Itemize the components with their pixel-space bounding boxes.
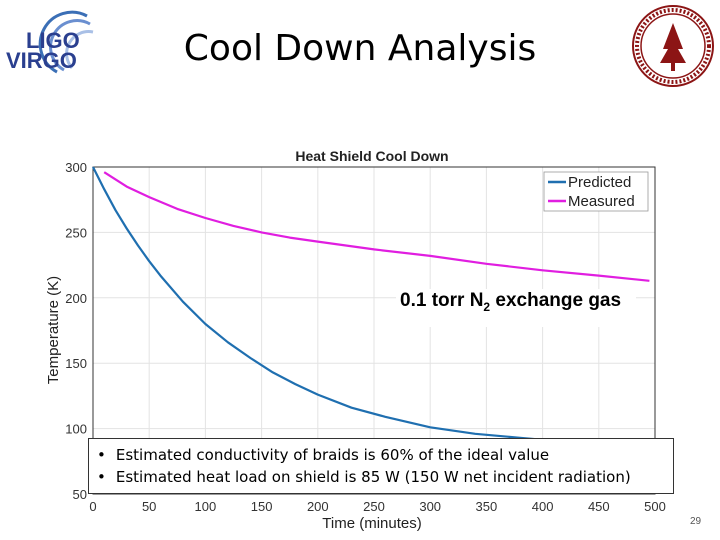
ligo-virgo-logo: LIGO VIRGO — [2, 6, 102, 76]
bullet-item: • Estimated conductivity of braids is 60%… — [97, 444, 665, 466]
bullet-dot: • — [97, 446, 106, 464]
logo-ligo-text: LIGO — [26, 28, 80, 53]
x-tick-label: 450 — [588, 499, 610, 514]
axis-ticks: 0 50 100 150 200 250 300 350 400 450 5005010015020… — [65, 160, 666, 514]
chart-title: Heat Shield Cool Down — [295, 148, 448, 164]
x-tick-label: 200 — [307, 499, 329, 514]
x-tick-label: 500 — [644, 499, 666, 514]
bullet-text: Estimated heat load on shield is 85 W (1… — [115, 468, 631, 486]
y-axis-label: Temperature (K) — [45, 276, 62, 384]
chart-series — [92, 166, 656, 448]
annotation-subscript: 2 — [483, 299, 491, 314]
y-tick-label: 100 — [65, 422, 87, 437]
gas-annotation: 0.1 torr N2 exchange gas — [396, 289, 636, 327]
y-tick-label: 250 — [65, 225, 87, 240]
y-tick-label: 300 — [65, 160, 87, 175]
legend-predicted-label: Predicted — [568, 174, 631, 191]
x-tick-label: 250 — [363, 499, 385, 514]
series-predicted-line — [92, 166, 656, 448]
legend-measured-label: Measured — [568, 193, 635, 210]
x-tick-label: 100 — [195, 499, 217, 514]
x-tick-label: 350 — [476, 499, 498, 514]
slide-title: Cool Down Analysis — [183, 28, 537, 69]
plot-area-frame — [92, 166, 656, 495]
bullet-box: • Estimated conductivity of braids is 60%… — [88, 438, 674, 494]
x-tick-label: 50 — [142, 499, 156, 514]
legend-box — [543, 171, 649, 212]
y-tick-label: 200 — [65, 291, 87, 306]
bullet-dot: • — [97, 468, 106, 486]
y-tick-label: 150 — [65, 356, 87, 371]
university-seal-icon — [630, 3, 716, 89]
page-number: 29 — [690, 516, 702, 527]
x-tick-label: 0 — [89, 499, 96, 514]
chart-legend: Predicted Measured — [543, 171, 649, 212]
annotation-suffix: exchange gas — [490, 290, 622, 311]
bullet-text: Estimated conductivity of braids is 60% … — [115, 446, 550, 464]
annotation-prefix: 0.1 torr N — [400, 290, 484, 311]
x-tick-label: 400 — [532, 499, 554, 514]
y-tick-label: 50 — [73, 487, 87, 502]
series-measured-line — [103, 171, 650, 282]
x-axis-label: Time (minutes) — [322, 515, 421, 532]
x-tick-label: 150 — [251, 499, 273, 514]
logo-virgo-text: VIRGO — [6, 48, 77, 73]
x-tick-label: 300 — [419, 499, 441, 514]
bullet-item: • Estimated heat load on shield is 85 W (… — [97, 466, 665, 488]
